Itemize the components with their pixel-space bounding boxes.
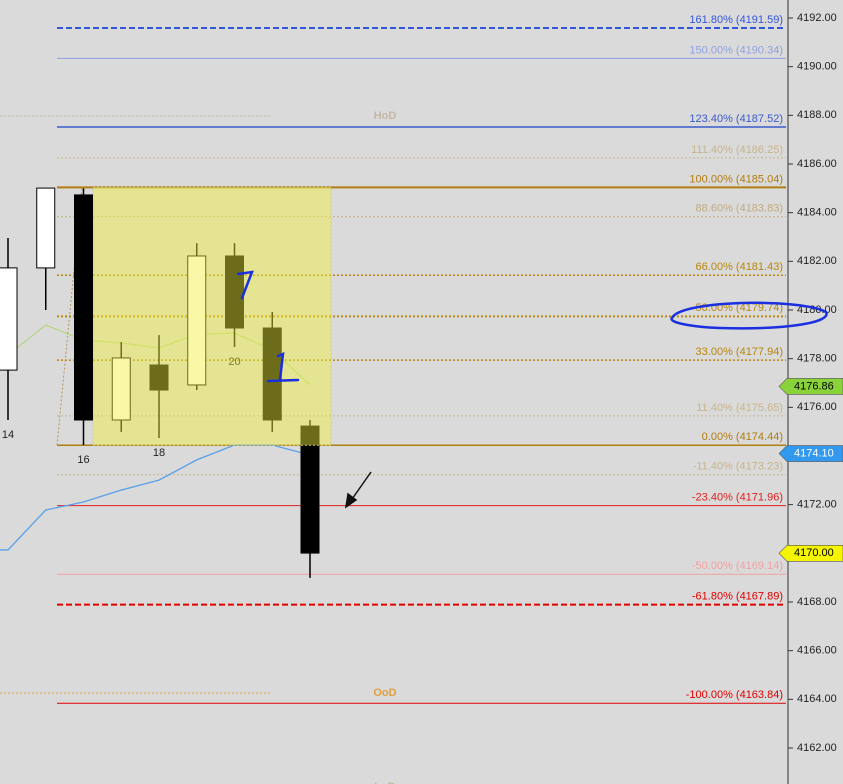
price-tag (778, 378, 843, 395)
candle-body (111, 357, 131, 421)
bar-number: 20 (228, 356, 240, 368)
session-label: LoD (374, 781, 395, 784)
level-label: 150.00% (4190.34) (689, 44, 783, 56)
hand-mark (266, 352, 300, 383)
y-tick-label: 4178.00 (797, 353, 837, 365)
level-label: -11.40% (4173.23) (693, 461, 783, 473)
level-label: 0.00% (4174.44) (702, 431, 783, 443)
overlay: 14 16 (0, 187, 93, 466)
hand-annotations (236, 270, 828, 383)
level-label: 88.60% (4183.83) (696, 203, 783, 215)
range-guide (56, 187, 83, 446)
arrow-line (349, 471, 372, 503)
candle-body (149, 364, 169, 391)
candle-body (300, 425, 320, 554)
arrow (344, 471, 372, 509)
price-tag-label: 4170.00 (794, 547, 834, 559)
candle-body (187, 255, 207, 386)
level-label: 161.80% (4191.59) (689, 14, 783, 26)
arrow-head (344, 492, 358, 509)
y-tick-label: 4184.00 (797, 207, 837, 219)
hand-ellipse (670, 301, 828, 330)
level-label: 123.40% (4187.52) (689, 113, 783, 125)
y-tick-label: 4186.00 (797, 158, 837, 170)
y-tick-label: 4166.00 (797, 645, 837, 657)
y-tick-label: 4162.00 (797, 742, 837, 754)
level-label: -50.00% (4169.14) (692, 560, 783, 572)
y-tick-label: 4192.00 (797, 12, 837, 24)
price-tag (778, 545, 843, 562)
y-tick-label: 4164.00 (797, 693, 837, 705)
bar-number: 18 (153, 447, 165, 459)
y-tick-label: 4188.00 (797, 109, 837, 121)
level-label: 100.00% (4185.04) (689, 173, 783, 185)
level-label: 33.00% (4177.94) (696, 346, 783, 358)
level-label: -61.80% (4167.89) (692, 591, 783, 603)
y-tick-label: 4182.00 (797, 255, 837, 267)
candle-body (0, 267, 18, 371)
candles: 1820 (0, 243, 320, 578)
price-tag (778, 445, 843, 462)
session-label: OoD (373, 687, 396, 699)
range-box (56, 186, 332, 446)
level-label: 111.40% (4186.25) (691, 144, 783, 156)
y-tick-label: 4190.00 (797, 61, 837, 73)
session-label: HoD (374, 110, 397, 122)
candle-body (74, 194, 93, 421)
candle-body (36, 187, 56, 269)
y-tick-label: 4172.00 (797, 499, 837, 511)
bar-number: 14 (2, 429, 14, 441)
level-label: -23.40% (4171.96) (692, 492, 783, 504)
range-box (92, 186, 332, 446)
level-label: 66.00% (4181.43) (696, 261, 783, 273)
hand-mark (236, 270, 254, 300)
y-tick-label: 4176.00 (797, 401, 837, 413)
price-tag-label: 4176.86 (794, 380, 834, 392)
y-tick-label: 4168.00 (797, 596, 837, 608)
level-label: -100.00% (4163.84) (686, 689, 783, 701)
level-label: 11.40% (4175.65) (696, 402, 783, 414)
price-tag-label: 4174.10 (794, 447, 834, 459)
bar-number: 16 (77, 454, 89, 466)
